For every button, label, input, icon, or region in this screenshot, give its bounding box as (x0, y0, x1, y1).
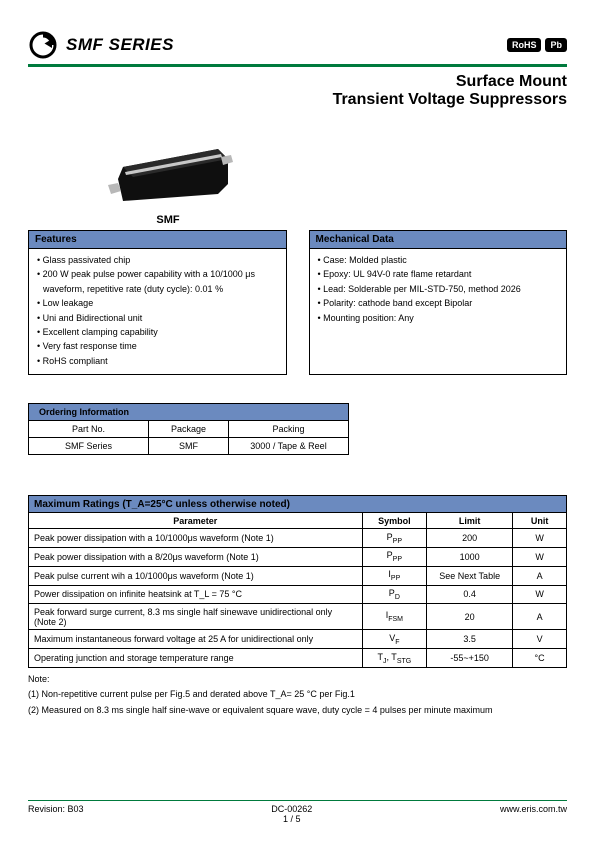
ordering-col: Package (149, 421, 229, 438)
pb-badge: Pb (545, 38, 567, 52)
limit-cell: 1000 (427, 547, 513, 566)
features-box: Features Glass passivated chip 200 W pea… (28, 230, 287, 375)
footer-page: 1 / 5 (283, 814, 301, 824)
table-row: Operating junction and storage temperatu… (29, 649, 567, 668)
unit-cell: A (513, 604, 567, 630)
subtitle-line2: Transient Voltage Suppressors (28, 91, 567, 109)
ordering-cell: SMF (149, 438, 229, 455)
symbol-cell: PD (362, 585, 427, 604)
note-item: (1) Non-repetitive current pulse per Fig… (28, 687, 567, 702)
table-row: Maximum instantaneous forward voltage at… (29, 630, 567, 649)
limit-cell: 200 (427, 529, 513, 548)
note-item: (2) Measured on 8.3 ms single half sine-… (28, 703, 567, 718)
feature-item: Glass passivated chip (35, 253, 280, 267)
unit-cell: V (513, 630, 567, 649)
symbol-cell: VF (362, 630, 427, 649)
footer-url: www.eris.com.tw (500, 804, 567, 824)
unit-cell: °C (513, 649, 567, 668)
table-row: Power dissipation on infinite heatsink a… (29, 585, 567, 604)
mechanical-item: Epoxy: UL 94V-0 rate flame retardant (316, 267, 561, 281)
table-row: Peak power dissipation with a 8/20μs wav… (29, 547, 567, 566)
symbol-cell: IPP (362, 566, 427, 585)
table-row: Peak forward surge current, 8.3 ms singl… (29, 604, 567, 630)
max-ratings-title: Maximum Ratings (T_A=25°C unless otherwi… (29, 496, 567, 513)
subtitle-block: Surface Mount Transient Voltage Suppress… (28, 73, 567, 109)
compliance-badges: RoHS Pb (507, 38, 567, 52)
unit-cell: W (513, 529, 567, 548)
max-col-param: Parameter (29, 513, 363, 529)
ordering-col: Part No. (29, 421, 149, 438)
limit-cell: See Next Table (427, 566, 513, 585)
features-body: Glass passivated chip 200 W peak pulse p… (29, 249, 286, 374)
feature-item: RoHS compliant (35, 354, 280, 368)
feature-item: Excellent clamping capability (35, 325, 280, 339)
feature-item: Low leakage (35, 296, 280, 310)
mechanical-title: Mechanical Data (310, 231, 567, 249)
mechanical-box: Mechanical Data Case: Molded plastic Epo… (309, 230, 568, 375)
mechanical-item: Lead: Solderable per MIL-STD-750, method… (316, 282, 561, 296)
header-left: SMF SERIES (28, 30, 174, 60)
footer-revision: Revision: B03 (28, 804, 84, 824)
notes-block: Note: (1) Non-repetitive current pulse p… (28, 672, 567, 718)
unit-cell: A (513, 566, 567, 585)
info-columns: Features Glass passivated chip 200 W pea… (28, 230, 567, 375)
mechanical-item: Case: Molded plastic (316, 253, 561, 267)
product-label: SMF (88, 214, 248, 226)
param-cell: Maximum instantaneous forward voltage at… (29, 630, 363, 649)
param-cell: Peak forward surge current, 8.3 ms singl… (29, 604, 363, 630)
ordering-cell: SMF Series (29, 438, 149, 455)
param-cell: Power dissipation on infinite heatsink a… (29, 585, 363, 604)
feature-item: Very fast response time (35, 339, 280, 353)
component-image (103, 129, 233, 209)
company-logo-icon (28, 30, 58, 60)
footer: Revision: B03 DC-00262 1 / 5 www.eris.co… (28, 800, 567, 824)
features-title: Features (29, 231, 286, 249)
symbol-cell: IFSM (362, 604, 427, 630)
feature-item: Uni and Bidirectional unit (35, 311, 280, 325)
unit-cell: W (513, 547, 567, 566)
limit-cell: 20 (427, 604, 513, 630)
product-image-block: SMF (88, 129, 248, 226)
limit-cell: 0.4 (427, 585, 513, 604)
param-cell: Peak power dissipation with a 10/1000μs … (29, 529, 363, 548)
ordering-section: Ordering Information Part No. Package Pa… (28, 403, 567, 455)
max-col-unit: Unit (513, 513, 567, 529)
ordering-cell: 3000 / Tape & Reel (229, 438, 349, 455)
ordering-title: Ordering Information (29, 404, 349, 421)
unit-cell: W (513, 585, 567, 604)
symbol-cell: PPP (362, 529, 427, 548)
limit-cell: 3.5 (427, 630, 513, 649)
ordering-table: Ordering Information Part No. Package Pa… (28, 403, 349, 455)
mechanical-body: Case: Molded plastic Epoxy: UL 94V-0 rat… (310, 249, 567, 331)
footer-center: DC-00262 1 / 5 (84, 804, 500, 824)
max-col-limit: Limit (427, 513, 513, 529)
subtitle-line1: Surface Mount (28, 73, 567, 91)
footer-doc: DC-00262 (271, 804, 312, 814)
notes-label: Note: (28, 672, 567, 687)
symbol-cell: TJ, TSTG (362, 649, 427, 668)
mechanical-item: Mounting position: Any (316, 311, 561, 325)
table-row: Peak power dissipation with a 10/1000μs … (29, 529, 567, 548)
header: SMF SERIES RoHS Pb (28, 30, 567, 67)
feature-item: 200 W peak pulse power capability with a… (35, 267, 280, 296)
symbol-cell: PPP (362, 547, 427, 566)
series-title: SMF SERIES (66, 35, 174, 55)
param-cell: Peak power dissipation with a 8/20μs wav… (29, 547, 363, 566)
param-cell: Peak pulse current wih a 10/1000μs wavef… (29, 566, 363, 585)
limit-cell: -55~+150 (427, 649, 513, 668)
max-ratings-table: Maximum Ratings (T_A=25°C unless otherwi… (28, 495, 567, 668)
rohs-badge: RoHS (507, 38, 542, 52)
ordering-col: Packing (229, 421, 349, 438)
param-cell: Operating junction and storage temperatu… (29, 649, 363, 668)
table-row: Peak pulse current wih a 10/1000μs wavef… (29, 566, 567, 585)
max-col-symbol: Symbol (362, 513, 427, 529)
mechanical-item: Polarity: cathode band except Bipolar (316, 296, 561, 310)
